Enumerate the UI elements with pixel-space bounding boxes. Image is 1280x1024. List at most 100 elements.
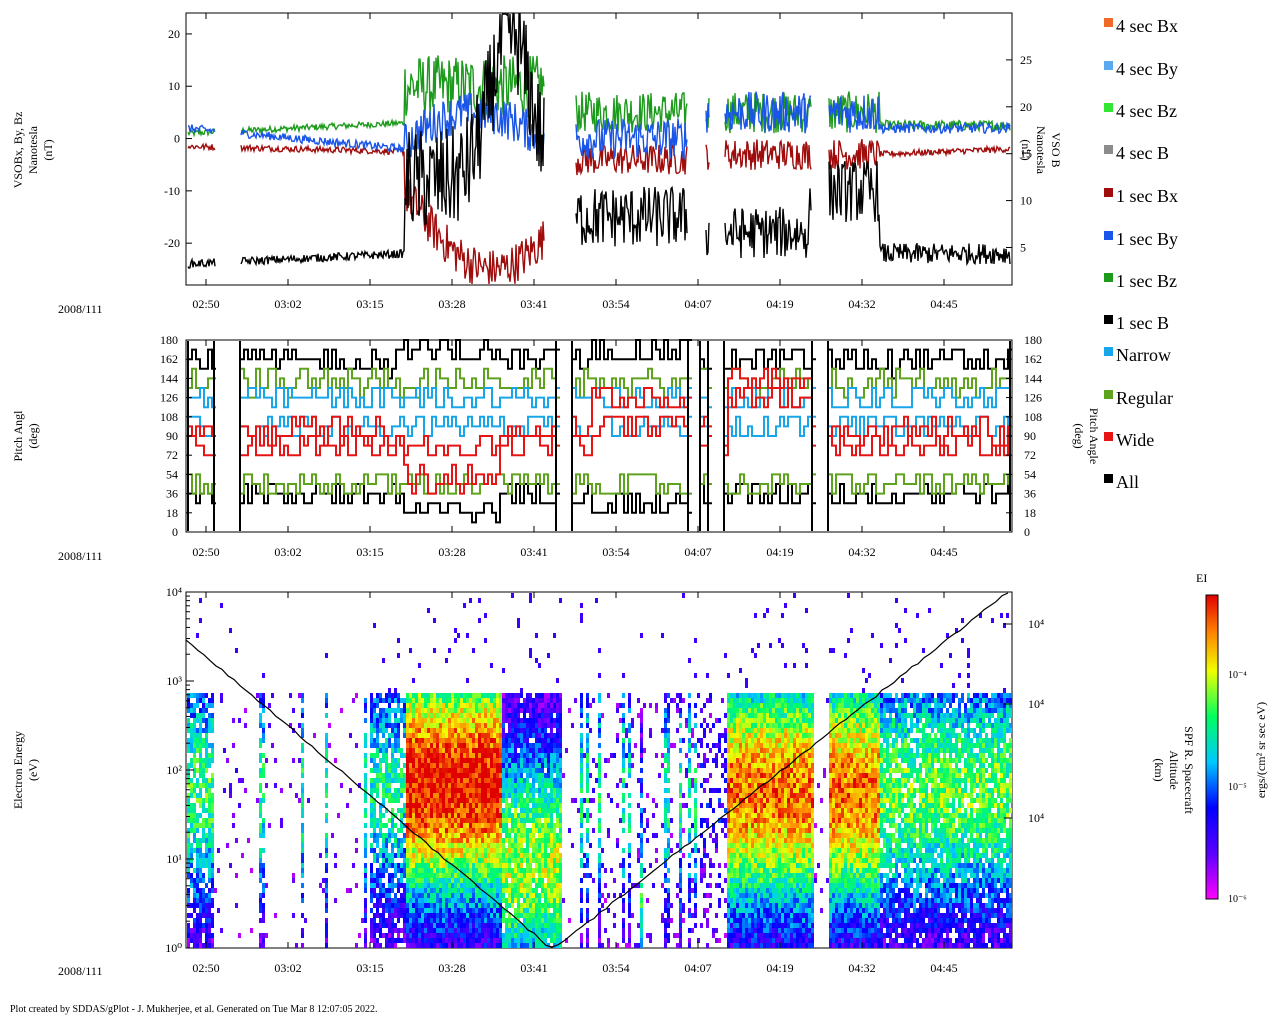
spec-cell [544,913,547,918]
spec-cell [472,778,475,783]
spec-cell [370,933,373,938]
spec-cell [550,798,553,803]
spec-cell [559,738,562,743]
spec-cell [361,918,364,923]
spec-cell [736,733,739,738]
spec-cell [463,888,466,893]
spec-cell [196,923,199,928]
spec-cell [244,708,247,713]
spec-cell [469,738,472,743]
spec-cell [730,758,733,763]
spec-cell [505,783,508,788]
spec-cell [517,928,520,933]
spec-cell [586,778,589,783]
spec-cell [490,923,493,928]
spec-cell [556,843,559,848]
spec-cell [535,748,538,753]
spec-cell [424,888,427,893]
spec-cell [514,718,517,723]
spec-cell [508,873,511,878]
spec-cell [736,858,739,863]
spec-cell [448,928,451,933]
spec-cell [460,748,463,753]
spec-cell [409,858,412,863]
spec-cell [628,758,631,763]
spec-cell [691,728,694,733]
spec-cell [589,813,592,818]
spec-cell [451,798,454,803]
spec-cell [418,788,421,793]
spec-cell [739,888,742,893]
spec-cell [370,718,373,723]
spec-cell [193,888,196,893]
spec-cell [532,798,535,803]
spec-cell [382,753,385,758]
spec-cell [259,773,262,778]
spec-cell [205,853,208,858]
spec-cell [394,938,397,943]
spec-cell [712,758,715,763]
spec-cell [730,918,733,923]
spec-cell [445,763,448,768]
spec-cell [493,703,496,708]
spec-cell [385,823,388,828]
series-wide [187,435,216,457]
spec-cell [514,693,517,698]
spec-cell [448,943,451,948]
spec-cell [541,938,544,943]
spec-cell [541,833,544,838]
spec-cell [520,933,523,938]
spec-cell [430,738,433,743]
spec-cell [448,803,451,808]
spec-cell [406,778,409,783]
spec-cell [733,703,736,708]
spec-cell [742,873,745,878]
spec-cell [403,863,406,868]
spec-cell [433,758,436,763]
spec-cell [652,833,655,838]
spec-cell [499,733,502,738]
spec-cell [391,733,394,738]
spec-cell [454,818,457,823]
spec-cell [553,748,556,753]
spec-cell [418,908,421,913]
spec-cell [703,758,706,763]
spec-cell [736,913,739,918]
spec-cell [427,758,430,763]
spec-cell [427,888,430,893]
spec-cell [364,878,367,883]
spec-cell [529,723,532,728]
spec-cell [460,863,463,868]
spec-cell [622,793,625,798]
spec-cell [532,923,535,928]
spec-cell [208,853,211,858]
spec-cell [508,868,511,873]
spec-cell [733,798,736,803]
spec-cell [580,798,583,803]
spec-cell [625,728,628,733]
spec-cell [382,843,385,848]
spec-cell [400,708,403,713]
spec-cell [403,803,406,808]
spec-cell [499,888,502,893]
spec-cell [421,808,424,813]
spec-cell [679,873,682,878]
spec-cell [688,713,691,718]
spec-cell [403,918,406,923]
spec-cell [679,843,682,848]
spec-cell [541,708,544,713]
spec-cell [391,878,394,883]
spec-cell [556,838,559,843]
spec-cell [415,763,418,768]
spec-cell [421,758,424,763]
spec-cell [493,773,496,778]
spec-cell [496,898,499,903]
spec-cell [442,833,445,838]
spec-cell [514,943,517,948]
spec-cell [628,763,631,768]
spec-cell [460,893,463,898]
spec-cell [520,853,523,858]
spec-cell [394,873,397,878]
spec-cell [742,878,745,883]
spec-cell [673,933,676,938]
